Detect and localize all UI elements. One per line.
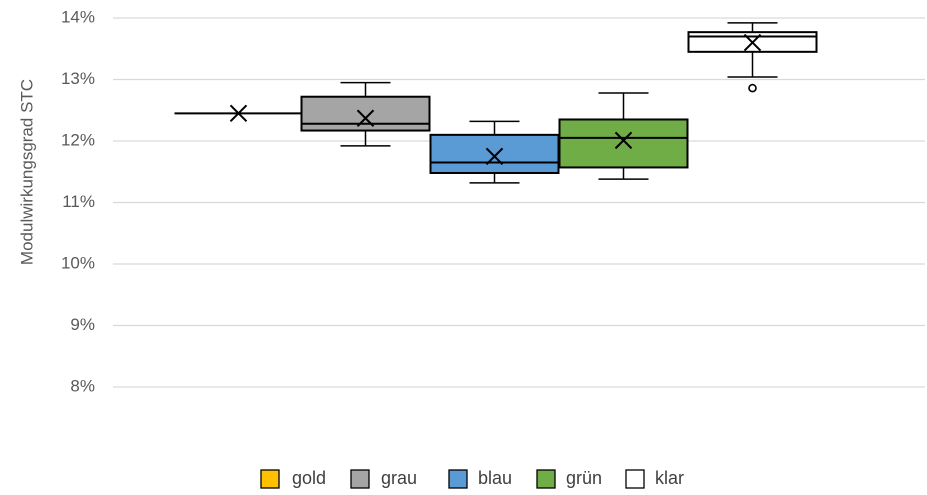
box-iqr: [429, 133, 560, 174]
legend-label: gold: [292, 468, 326, 488]
legend-swatch: [260, 469, 280, 489]
boxes: [174, 22, 818, 184]
y-tick-label: 9%: [70, 315, 95, 334]
box-iqr: [558, 118, 689, 169]
box-klar: [687, 22, 818, 93]
box-blau: [429, 120, 560, 184]
y-tick-label: 10%: [61, 253, 95, 272]
legend-item-klar: klar: [625, 468, 684, 489]
box-gold: [174, 104, 303, 123]
y-axis-label: Modulwirkungsgrad STC: [17, 79, 36, 265]
gridlines: [113, 17, 925, 388]
legend-swatch: [350, 469, 370, 489]
mean-marker: [485, 147, 504, 166]
legend-label: klar: [655, 468, 684, 488]
y-axis-ticks: 8% 9% 10% 11% 12% 13% 14%: [61, 7, 95, 395]
legend-item-gold: gold: [260, 468, 326, 489]
legend-swatch: [625, 469, 645, 489]
box-iqr: [300, 95, 431, 132]
mean-marker: [356, 109, 375, 127]
mean-marker: [229, 104, 248, 123]
mean-marker: [743, 33, 762, 52]
legend: gold grau blau grün klar: [260, 468, 684, 489]
y-tick-label: 13%: [61, 69, 95, 88]
legend-item-grün: grün: [536, 468, 602, 489]
legend-item-grau: grau: [350, 468, 417, 489]
mean-marker: [614, 131, 633, 150]
y-tick-label: 12%: [61, 130, 95, 149]
legend-label: grün: [566, 468, 602, 488]
y-tick-label: 14%: [61, 7, 95, 26]
box-grün: [558, 92, 689, 180]
legend-swatch: [536, 469, 556, 489]
legend-item-blau: blau: [448, 468, 512, 489]
legend-swatch: [448, 469, 468, 489]
outlier-point: [748, 83, 757, 93]
y-tick-label: 11%: [62, 192, 95, 211]
box-grau: [300, 81, 431, 147]
legend-label: grau: [381, 468, 417, 488]
legend-label: blau: [478, 468, 512, 488]
y-tick-label: 8%: [70, 376, 95, 395]
